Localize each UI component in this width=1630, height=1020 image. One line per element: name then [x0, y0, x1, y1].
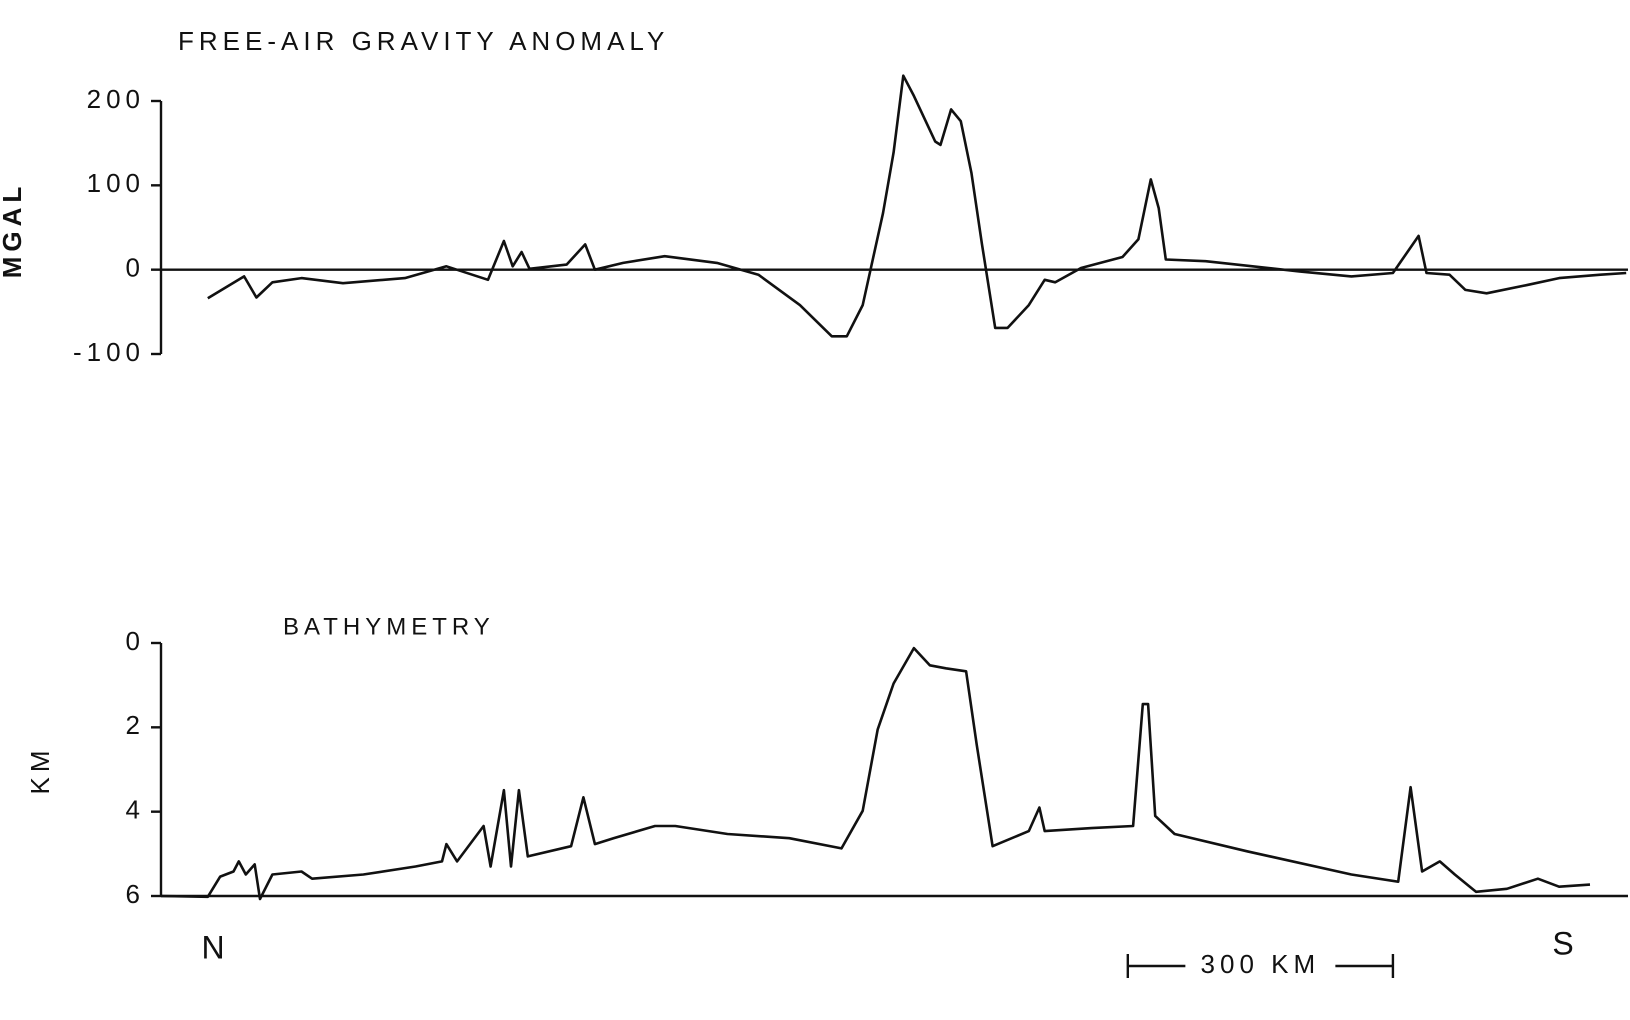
- scale-bar-label: 300 KM: [1201, 949, 1321, 979]
- y-axis-label: KM: [25, 746, 55, 795]
- y-tick-label: 0: [126, 253, 145, 283]
- y-tick-label: 200: [87, 84, 145, 114]
- y-tick-label: 4: [126, 795, 145, 825]
- y-tick-label: 0: [126, 626, 145, 656]
- y-tick-label: 100: [87, 168, 145, 198]
- y-tick-label: 2: [126, 710, 145, 740]
- chart-title: FREE-AIR GRAVITY ANOMALY: [178, 26, 669, 56]
- chart-title: BATHYMETRY: [283, 613, 495, 640]
- end-label: S: [1552, 925, 1573, 961]
- y-tick-label: -100: [73, 337, 145, 367]
- y-tick-label: 6: [126, 879, 145, 909]
- start-label: N: [201, 929, 224, 965]
- data-line: [207, 74, 1627, 338]
- y-axis-label: MGAL: [0, 182, 27, 279]
- data-line: [160, 646, 1591, 901]
